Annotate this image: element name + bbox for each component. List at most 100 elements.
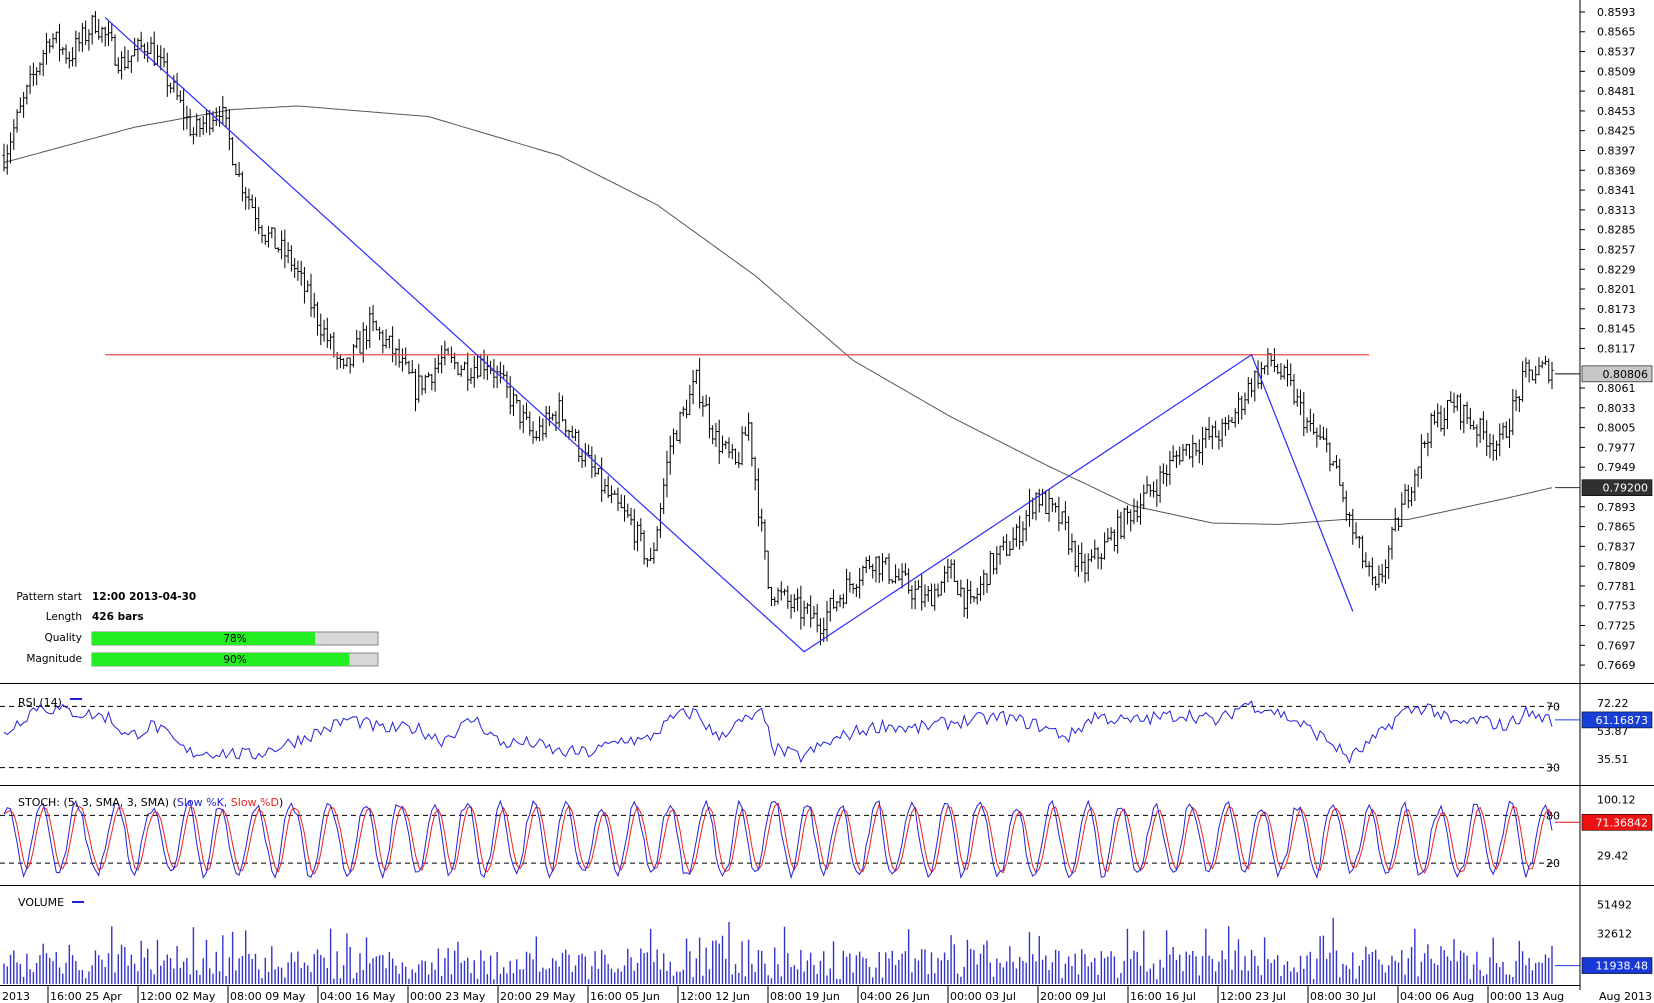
price-bar [544, 405, 548, 438]
price-bar [1230, 416, 1234, 424]
price-bar [1044, 490, 1048, 515]
price-bar [1040, 488, 1045, 507]
price-bar [1537, 357, 1541, 376]
price-bar [1380, 563, 1384, 583]
price-bar [136, 38, 140, 62]
price-bar [557, 392, 561, 428]
price-bar [724, 440, 728, 450]
price-bar [80, 22, 84, 52]
price-bar [1279, 363, 1283, 380]
price-bar [1119, 511, 1123, 539]
price-bar [929, 583, 934, 607]
price-bar [1543, 355, 1548, 366]
price-bar [475, 354, 480, 379]
price-bar [750, 422, 754, 467]
price-bar [1354, 522, 1358, 540]
price-tick-label: 0.7865 [1597, 521, 1636, 534]
price-bar [982, 569, 986, 596]
price-tick-label: 0.8537 [1597, 46, 1636, 59]
rsi-tick-label: 35.51 [1597, 753, 1629, 766]
price-bar [1155, 479, 1159, 507]
price-tick-label: 0.8313 [1597, 204, 1636, 217]
candles [2, 11, 1554, 646]
price-bar [1527, 359, 1531, 383]
price-bar [214, 107, 218, 126]
price-bar [727, 437, 731, 459]
price-bar [420, 375, 424, 396]
price-bar [1067, 515, 1071, 555]
price-bar [1200, 426, 1205, 466]
price-bar [769, 586, 774, 607]
price-badge-box [1581, 365, 1653, 383]
price-bar [234, 163, 238, 176]
price-bar [606, 475, 610, 499]
price-bar [1468, 407, 1472, 430]
quality-label: Quality [44, 632, 82, 644]
price-bar [1099, 553, 1103, 570]
price-bar [74, 30, 78, 67]
price-bar [1174, 450, 1179, 469]
price-bar [485, 355, 489, 381]
price-bar [152, 31, 156, 67]
pattern-start-label: Pattern start [16, 591, 82, 603]
stoch-d-label: Slow %D [231, 796, 279, 809]
price-bar [1021, 521, 1025, 547]
price-bar [822, 617, 826, 643]
price-bar [593, 454, 597, 478]
price-bar [1432, 410, 1437, 425]
stoch-tick-label: 29.42 [1597, 850, 1629, 863]
rsi-tick-label: 72.22 [1597, 697, 1629, 710]
time-tick-label: 20:00 29 May [500, 990, 576, 1003]
price-bar [289, 245, 293, 272]
price-bar [995, 546, 999, 575]
price-bar [518, 400, 522, 430]
price-bar [965, 579, 970, 619]
price-bar [456, 362, 460, 376]
price-bar [1220, 418, 1224, 448]
time-tick-label: 00:00 23 May [410, 990, 486, 1003]
price-bar [1360, 535, 1365, 569]
price-bar [306, 280, 310, 293]
price-bar [1517, 395, 1521, 412]
price-bar [760, 508, 764, 532]
price-bar [391, 326, 395, 363]
volume-bars: 51492 32612 [3, 899, 1632, 984]
price-bar [1178, 446, 1182, 465]
price-bar [1253, 370, 1257, 402]
price-bar [159, 45, 163, 71]
price-bar [1507, 418, 1512, 448]
price-bar [707, 396, 712, 439]
price-bar [322, 319, 326, 342]
price-bar [35, 67, 39, 86]
price-bar [84, 20, 88, 46]
price-bar [5, 144, 9, 175]
price-bar [293, 258, 297, 278]
price-bar [244, 186, 248, 210]
price-bar [430, 373, 434, 391]
price-bar [969, 581, 973, 604]
price-bar [1269, 353, 1273, 367]
price-bar [1485, 420, 1489, 457]
price-bar [355, 329, 359, 349]
price-bar [1053, 502, 1058, 513]
price-bar [1521, 361, 1525, 402]
price-bar [410, 360, 414, 374]
price-bar [387, 335, 391, 349]
price-tick-label: 0.8425 [1597, 125, 1636, 138]
price-bar [1276, 363, 1280, 375]
price-bar [560, 395, 565, 422]
price-bar [178, 90, 182, 103]
price-bar [1008, 540, 1012, 557]
price-bar [1142, 484, 1146, 510]
price-bar [1315, 427, 1319, 448]
price-bar [704, 394, 708, 407]
price-bar [1426, 432, 1430, 457]
price-tick-label: 0.7893 [1597, 501, 1636, 514]
price-bar [1383, 559, 1388, 585]
price-bar [1295, 388, 1299, 407]
price-bar [440, 345, 444, 374]
price-bar [776, 587, 780, 605]
price-bar [2, 143, 6, 172]
price-bar [537, 416, 542, 442]
